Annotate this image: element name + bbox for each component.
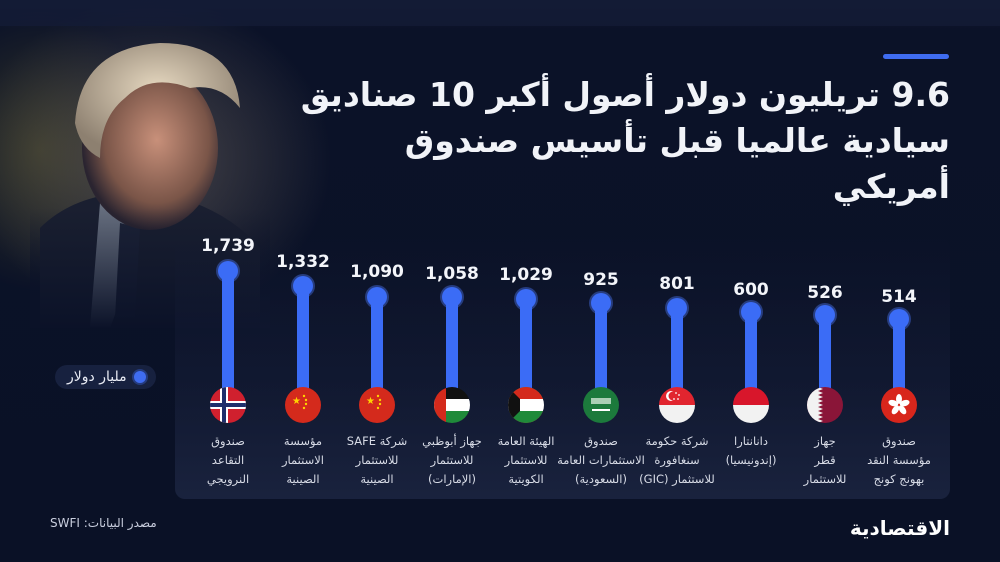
hongkong-flag-icon bbox=[881, 387, 917, 423]
norway-flag-icon bbox=[210, 387, 246, 423]
bar-stem bbox=[446, 297, 458, 396]
bar-stem bbox=[520, 299, 532, 396]
value-label: 1,058 bbox=[425, 264, 479, 284]
saudi-flag-icon bbox=[583, 387, 619, 423]
bar-stem bbox=[595, 303, 607, 396]
bar-stem bbox=[222, 271, 234, 396]
value-label: 801 bbox=[659, 274, 695, 294]
brand-logo: الاقتصادية bbox=[849, 516, 950, 540]
accent-line bbox=[883, 54, 949, 59]
value-label: 1,029 bbox=[499, 265, 553, 285]
value-label: 526 bbox=[807, 283, 843, 303]
fund-name: صندوق الاستثمارات العامة (السعودية) bbox=[557, 434, 645, 486]
fund-name: صندوق التقاعد النرويجي bbox=[206, 434, 250, 486]
value-label: 1,090 bbox=[350, 262, 404, 282]
value-label: 600 bbox=[733, 280, 769, 300]
top-band bbox=[0, 0, 1000, 26]
fund-name: شركة حكومة سنغافورة للاستثمار (GIC) bbox=[639, 434, 715, 486]
china-flag-icon: ★ bbox=[285, 387, 321, 423]
svg-text:★: ★ bbox=[292, 396, 301, 407]
fund-name: جهاز قطر للاستثمار bbox=[803, 434, 847, 486]
value-label: 1,332 bbox=[276, 252, 330, 272]
fund-name: مؤسسة الاستثمار الصينية bbox=[281, 434, 325, 486]
legend: مليار دولار bbox=[55, 365, 156, 389]
value-label: 514 bbox=[881, 287, 917, 307]
fund-name: جهاز أبوظبي للاستثمار (الإمارات) bbox=[422, 434, 482, 486]
qatar-flag-icon bbox=[807, 387, 843, 423]
title-line-1: 9.6 تريليون دولار أصول أكبر 10 صناديق bbox=[300, 75, 950, 114]
bar-stem bbox=[371, 297, 383, 396]
bar-stem bbox=[893, 319, 905, 396]
china-flag-icon: ★ bbox=[359, 387, 395, 423]
title-line-2: سيادية عالميا قبل تأسيس صندوق أمريكي bbox=[404, 121, 950, 206]
bar-stem bbox=[671, 308, 683, 396]
value-label: 925 bbox=[583, 270, 619, 290]
uae-flag-icon bbox=[434, 387, 470, 423]
fund-name: شركة SAFE للاستثمار الصينية bbox=[346, 434, 408, 486]
fund-name: الهيئة العامة للاستثمار الكويتية bbox=[497, 434, 555, 486]
singapore-flag-icon bbox=[659, 387, 695, 423]
svg-text:★: ★ bbox=[366, 396, 375, 407]
legend-dot-icon bbox=[133, 371, 146, 383]
data-source: مصدر البيانات: SWFI bbox=[50, 516, 157, 530]
legend-label: مليار دولار bbox=[67, 369, 127, 385]
fund-name: دانانتارا (إندونيسيا) bbox=[725, 434, 777, 467]
fund-name: صندوق مؤسسة النقد بهونج كونج bbox=[867, 434, 931, 486]
bar-stem bbox=[297, 286, 309, 396]
chart-title: 9.6 تريليون دولار أصول أكبر 10 صناديق سي… bbox=[290, 72, 950, 210]
bar-stem bbox=[819, 315, 831, 396]
kuwait-flag-icon bbox=[508, 387, 544, 423]
bar-stem bbox=[745, 312, 757, 396]
indonesia-flag-icon bbox=[733, 387, 769, 423]
value-label: 1,739 bbox=[201, 236, 255, 256]
